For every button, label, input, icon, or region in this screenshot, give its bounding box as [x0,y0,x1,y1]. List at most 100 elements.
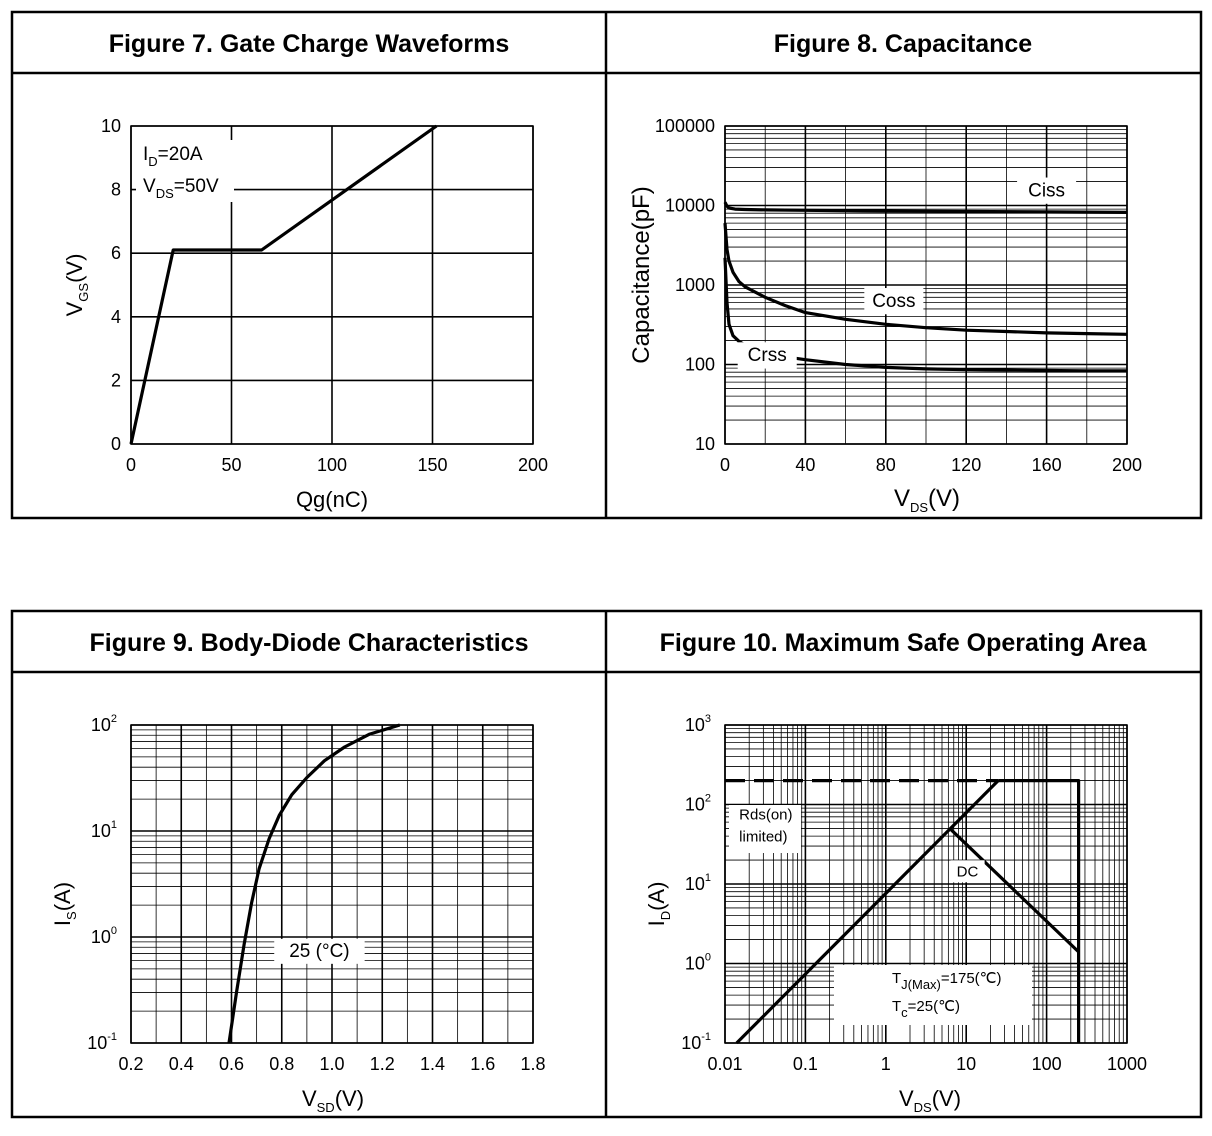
fig8-x-tick-label: 200 [1112,455,1142,475]
fig9-x-tick-label: 1.2 [370,1054,395,1074]
fig9-plot-border [130,724,534,1044]
fig7-x-tick-label: 100 [317,455,347,475]
fig10-annotation-label: DC [957,863,979,880]
fig10-series-2-line [998,778,1081,1043]
fig9-y-axis-label-main: I [50,920,75,926]
fig9-x-tick-label: 0.4 [169,1054,194,1074]
fig8-series-0-line [723,201,1128,214]
fig10-y-axis-label-main: I [644,920,669,926]
fig8-title: Figure 8. Capacitance [774,30,1033,58]
fig10-y-tick-exponent: 1 [705,872,711,884]
fig10-curves [725,778,1081,1045]
fig10-y-tick-base: 10 [685,715,705,735]
fig7-plot-border [130,125,534,445]
fig9-y-axis-label-tail: (A) [50,882,75,911]
fig8-x-axis-label-sub: DS [910,500,928,515]
fig9-y-axis-label-sub: S [64,911,79,920]
fig10-x-tick-label: 100 [1032,1054,1062,1074]
fig7-y-tick-label: 4 [111,307,121,327]
fig9-x-axis-label: VSD(V) [302,1086,364,1115]
fig9-curves [227,723,401,1044]
fig9-y-tick-exponent: 1 [111,819,117,831]
fig10-y-tick-label: 103 [685,713,711,735]
fig9-x-tick-label: 1.6 [470,1054,495,1074]
fig8-x-axis-label-main: V [894,485,910,512]
fig7-y-axis-label-sub: GS [76,283,91,302]
fig8-capacitance-chart: Ciss Coss Crss 0 40 80 120 160 200 10 100 1000 1000… [628,116,1142,515]
fig7-y-tick-label: 6 [111,243,121,263]
fig9-y-tick-label: 102 [91,713,117,735]
fig7-annotation-id-tail: =20A [158,144,203,165]
fig7-annotation-id-main: I [143,144,148,165]
fig10-series-0-line [735,779,1000,1045]
fig7-curves [129,124,438,445]
fig9-y-tick-label: 100 [91,925,117,947]
fig7-annotation-vds-main: V [143,176,156,197]
fig7-x-tick-label: 200 [518,455,548,475]
fig10-y-tick-exponent: 2 [705,793,711,805]
fig7-y-tick-label: 2 [111,370,121,390]
fig7-annotation-vds: VDS=50V [143,176,219,201]
fig8-y-tick-label: 10 [695,434,715,454]
fig9-x-axis-label-main: V [302,1086,317,1111]
fig10-annotation-tc-sub: c [901,1005,908,1020]
fig7-x-tick-label: 0 [126,455,136,475]
fig10-y-tick-label: 102 [685,793,711,815]
fig10-x-tick-label: 1 [881,1054,891,1074]
fig9-x-tick-label: 0.2 [118,1054,143,1074]
fig9-title: Figure 9. Body-Diode Characteristics [89,629,528,657]
row-2-frame [10,609,1203,1119]
fig10-x-axis-label-tail: (V) [932,1086,961,1111]
fig9-x-tick-label: 1.8 [520,1054,545,1074]
fig7-x-tick-label: 50 [221,455,241,475]
fig8-series-label: Ciss [1028,180,1065,201]
fig7-annotation-id-sub: D [148,154,157,169]
fig8-series-labels: Ciss Coss Crss [737,177,1077,369]
fig10-annotation-tc: Tc=25(℃) [892,998,960,1020]
fig10-y-axis-label: ID(A) [644,882,673,927]
fig10-plot-border [724,724,1128,1044]
fig7-annotation-id: ID=20A [143,144,203,169]
fig8-tick-labels: 0 40 80 120 160 200 10 100 1000 10000 100000 [655,116,1142,475]
fig9-y-tick-base: 10 [91,715,111,735]
fig9-y-tick-base: 10 [91,927,111,947]
fig7-x-axis-label: Qg(nC) [296,487,368,512]
fig10-soa-chart: Rds(on) limited) DC TJ(Max)=175(℃) Tc=25(℃… [644,713,1147,1115]
fig10-x-axis-label-main: V [899,1086,914,1111]
fig8-x-tick-label: 120 [951,455,981,475]
fig8-series-1-line [723,222,1128,336]
fig9-y-tick-label: 10-1 [87,1031,117,1053]
fig9-series-label: 25 (°C) [289,941,349,962]
fig9-y-tick-label: 101 [91,819,117,841]
fig10-annotations: Rds(on) limited) DC [739,806,985,883]
fig9-x-axis-label-sub: SD [317,1100,335,1115]
fig10-annotation-label: limited) [739,829,787,846]
fig9-series-0-line [227,723,401,1044]
fig10-y-tick-exponent: 0 [705,952,711,964]
fig10-y-tick-exponent: 3 [705,713,711,725]
fig10-x-tick-label: 0.01 [707,1054,742,1074]
fig10-rds-label-backdrop [729,805,801,853]
fig8-series-2-line [723,257,1127,373]
fig8-x-tick-label: 80 [876,455,896,475]
fig10-dc-label-backdrop [950,860,985,883]
fig10-annotation-tj: TJ(Max)=175(℃) [892,970,1002,992]
fig8-y-tick-label: 10000 [665,196,715,216]
fig8-x-tick-label: 40 [795,455,815,475]
fig10-annotation-tc-main: T [892,998,901,1015]
fig9-y-tick-base: 10 [87,1033,107,1053]
fig10-y-axis-label-tail: (A) [644,882,669,911]
fig10-y-tick-label: 101 [685,872,711,894]
fig7-y-axis-label-main: V [62,301,87,316]
fig10-y-tick-label: 100 [685,952,711,974]
fig8-curves [723,201,1128,373]
fig8-series-label-backdrop [864,288,924,315]
fig10-annotation-tj-tail: =175(℃) [941,970,1002,987]
fig10-x-tick-label: 0.1 [793,1054,818,1074]
fig10-annotation-tj-sub: J(Max) [901,977,941,992]
fig9-y-tick-exponent: 2 [111,713,117,725]
row-1-frame [10,10,1203,520]
fig8-y-tick-label: 100 [685,355,715,375]
fig10-y-axis-label-sub: D [658,911,673,920]
